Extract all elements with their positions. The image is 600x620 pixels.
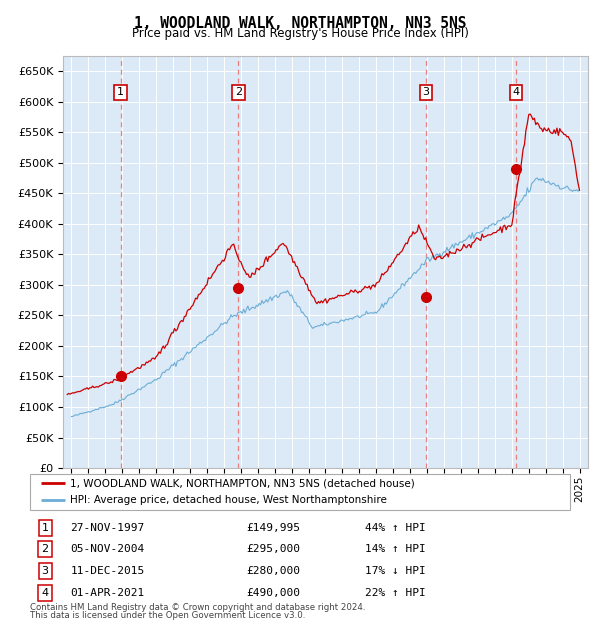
Text: 4: 4 <box>512 87 520 97</box>
Text: 3: 3 <box>41 566 49 576</box>
Text: Contains HM Land Registry data © Crown copyright and database right 2024.: Contains HM Land Registry data © Crown c… <box>30 603 365 612</box>
Text: This data is licensed under the Open Government Licence v3.0.: This data is licensed under the Open Gov… <box>30 611 305 620</box>
Text: HPI: Average price, detached house, West Northamptonshire: HPI: Average price, detached house, West… <box>71 495 388 505</box>
Text: £149,995: £149,995 <box>246 523 300 533</box>
Text: 1, WOODLAND WALK, NORTHAMPTON, NN3 5NS (detached house): 1, WOODLAND WALK, NORTHAMPTON, NN3 5NS (… <box>71 479 415 489</box>
Text: 27-NOV-1997: 27-NOV-1997 <box>71 523 145 533</box>
Text: 14% ↑ HPI: 14% ↑ HPI <box>365 544 425 554</box>
Text: 2: 2 <box>41 544 49 554</box>
Text: 01-APR-2021: 01-APR-2021 <box>71 588 145 598</box>
Text: 3: 3 <box>422 87 430 97</box>
Text: £280,000: £280,000 <box>246 566 300 576</box>
Text: 44% ↑ HPI: 44% ↑ HPI <box>365 523 425 533</box>
Text: 1: 1 <box>117 87 124 97</box>
Text: 05-NOV-2004: 05-NOV-2004 <box>71 544 145 554</box>
Text: 2: 2 <box>235 87 242 97</box>
Text: 22% ↑ HPI: 22% ↑ HPI <box>365 588 425 598</box>
Text: 1, WOODLAND WALK, NORTHAMPTON, NN3 5NS: 1, WOODLAND WALK, NORTHAMPTON, NN3 5NS <box>134 16 466 30</box>
Text: 1: 1 <box>41 523 49 533</box>
Text: Price paid vs. HM Land Registry's House Price Index (HPI): Price paid vs. HM Land Registry's House … <box>131 27 469 40</box>
Text: 4: 4 <box>41 588 49 598</box>
Text: 17% ↓ HPI: 17% ↓ HPI <box>365 566 425 576</box>
Text: 11-DEC-2015: 11-DEC-2015 <box>71 566 145 576</box>
Text: £295,000: £295,000 <box>246 544 300 554</box>
Text: £490,000: £490,000 <box>246 588 300 598</box>
